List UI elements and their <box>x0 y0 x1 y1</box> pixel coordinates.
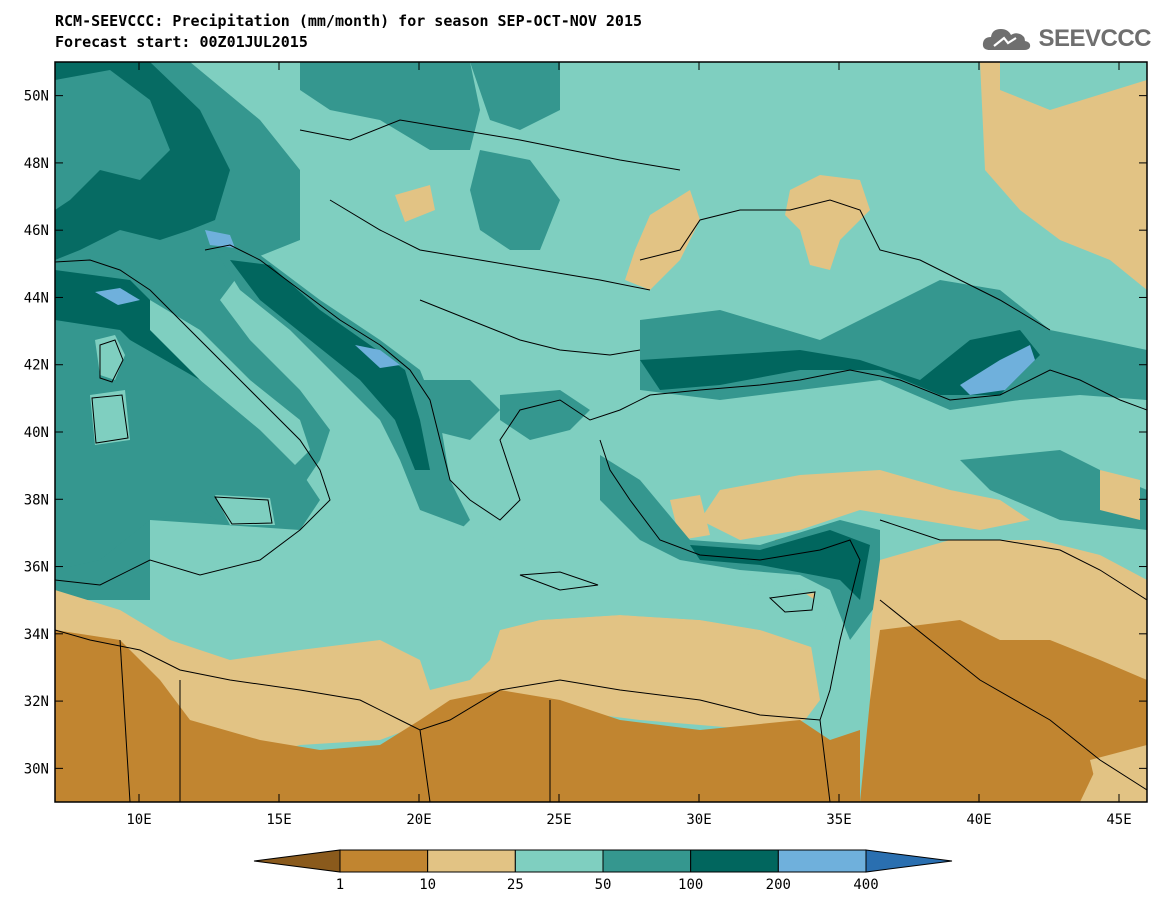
lat-tick-label: 40N <box>24 425 49 441</box>
lon-tick-label: 25E <box>546 812 571 828</box>
map-title: RCM-SEEVCCC: Precipitation (mm/month) fo… <box>55 12 642 30</box>
lat-tick-label: 34N <box>24 627 49 643</box>
lat-tick-label: 48N <box>24 156 49 172</box>
lat-tick-label: 46N <box>24 223 49 239</box>
lat-tick-label: 30N <box>24 761 49 777</box>
colorbar-segment <box>339 849 429 873</box>
colorbar-level-label: 10 <box>419 877 436 893</box>
colorbar-segment-over <box>865 849 953 873</box>
map-field <box>55 62 1147 802</box>
colorbar <box>253 849 953 873</box>
lon-tick-label: 30E <box>686 812 711 828</box>
lon-tick-label: 10E <box>126 812 151 828</box>
lon-tick-label: 35E <box>826 812 851 828</box>
lat-tick-label: 32N <box>24 694 49 710</box>
lat-tick-label: 42N <box>24 358 49 374</box>
colorbar-level-label: 50 <box>595 877 612 893</box>
colorbar-segment <box>514 849 604 873</box>
lat-tick-label: 36N <box>24 560 49 576</box>
cloud-icon <box>983 29 1031 50</box>
colorbar-segment <box>777 849 867 873</box>
seevccc-logo: SEEVCCC <box>980 22 1151 56</box>
latitude-ticks: 50N 48N 46N 44N 42N 40N 38N 36N 34N 32N 30N <box>24 89 1147 777</box>
colorbar-level-label: 1 <box>336 877 344 893</box>
lat-tick-label: 38N <box>24 492 49 508</box>
colorbar-level-label: 400 <box>853 877 878 893</box>
colorbar-level-label: 100 <box>678 877 703 893</box>
colorbar-level-label: 200 <box>766 877 791 893</box>
lon-tick-label: 45E <box>1106 812 1131 828</box>
forecast-start-label: Forecast start: 00Z01JUL2015 <box>55 33 308 51</box>
colorbar-labels: 1 10 25 50 100 200 400 <box>336 877 879 893</box>
lon-tick-label: 15E <box>266 812 291 828</box>
longitude-ticks: 10E 15E 20E 25E 30E 35E 40E 45E <box>126 62 1132 828</box>
colorbar-segment <box>690 849 779 873</box>
lat-tick-label: 44N <box>24 290 49 306</box>
colorbar-segment-under <box>253 849 341 873</box>
logo-text: SEEVCCC <box>1038 25 1151 52</box>
lon-tick-label: 40E <box>966 812 991 828</box>
lon-tick-label: 20E <box>406 812 431 828</box>
lat-tick-label: 50N <box>24 89 49 105</box>
colorbar-segment <box>602 849 692 873</box>
colorbar-level-label: 25 <box>507 877 524 893</box>
colorbar-segment <box>427 849 516 873</box>
